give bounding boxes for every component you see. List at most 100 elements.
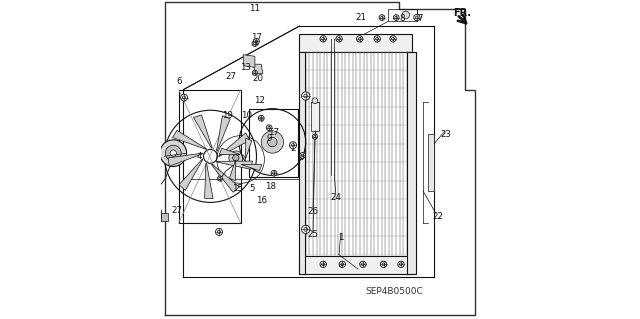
Text: 27: 27 (225, 72, 237, 81)
Circle shape (266, 125, 272, 130)
Polygon shape (179, 159, 203, 190)
Text: 27: 27 (172, 206, 182, 215)
Polygon shape (172, 130, 207, 149)
Circle shape (390, 36, 396, 42)
Circle shape (273, 172, 275, 174)
Text: SEP4B0500C: SEP4B0500C (366, 287, 424, 296)
Bar (311, 102, 319, 131)
Circle shape (341, 263, 344, 266)
Bar (300, 51, 305, 274)
Circle shape (260, 117, 262, 120)
Text: 1: 1 (338, 233, 344, 242)
Bar (428, 134, 434, 191)
Circle shape (360, 261, 366, 268)
Circle shape (170, 150, 177, 156)
Bar (407, 51, 416, 274)
Text: 17: 17 (268, 128, 280, 137)
Circle shape (253, 72, 256, 74)
Circle shape (358, 37, 361, 40)
Text: 3: 3 (298, 153, 304, 162)
Circle shape (338, 37, 340, 40)
Circle shape (415, 16, 419, 19)
Circle shape (394, 15, 399, 20)
Bar (248, 109, 298, 177)
Circle shape (252, 41, 258, 47)
Text: 13: 13 (240, 63, 251, 72)
Circle shape (312, 134, 317, 139)
Text: 8: 8 (399, 14, 404, 23)
Polygon shape (168, 153, 203, 166)
Text: 17: 17 (251, 33, 262, 42)
Circle shape (304, 227, 308, 231)
Text: 24: 24 (330, 193, 341, 202)
Circle shape (382, 263, 385, 266)
Circle shape (216, 228, 223, 235)
Circle shape (336, 36, 342, 42)
Circle shape (261, 131, 284, 153)
Circle shape (255, 40, 258, 43)
Text: 25: 25 (307, 230, 319, 239)
Text: 18: 18 (265, 182, 276, 191)
Circle shape (339, 261, 346, 268)
Text: 12: 12 (254, 96, 265, 105)
Polygon shape (241, 164, 262, 171)
Polygon shape (253, 64, 263, 74)
Circle shape (392, 37, 394, 40)
Circle shape (301, 154, 304, 157)
Circle shape (380, 261, 387, 268)
Circle shape (219, 177, 221, 180)
Circle shape (399, 263, 403, 266)
Circle shape (252, 70, 257, 75)
Circle shape (300, 152, 305, 158)
Circle shape (379, 15, 385, 20)
Circle shape (259, 115, 264, 121)
Text: 4: 4 (196, 152, 202, 161)
Bar (388, 9, 417, 21)
Circle shape (312, 98, 318, 104)
Circle shape (271, 170, 277, 176)
Circle shape (376, 37, 379, 40)
Circle shape (218, 176, 223, 181)
Circle shape (304, 94, 308, 98)
Bar (300, 34, 412, 51)
Text: 6: 6 (176, 77, 181, 86)
Circle shape (402, 11, 410, 19)
Polygon shape (211, 164, 239, 192)
Circle shape (374, 36, 380, 42)
Polygon shape (220, 148, 239, 155)
Bar (179, 90, 241, 223)
Text: 15: 15 (232, 184, 243, 193)
Polygon shape (246, 138, 252, 159)
Text: 10: 10 (241, 111, 252, 120)
Circle shape (301, 92, 310, 100)
Polygon shape (193, 115, 212, 148)
Polygon shape (229, 160, 236, 181)
Bar (156, 213, 168, 221)
Circle shape (253, 42, 256, 45)
Circle shape (301, 225, 310, 234)
Bar (300, 256, 412, 274)
Polygon shape (205, 163, 213, 199)
Text: 26: 26 (307, 207, 319, 216)
Circle shape (218, 230, 221, 234)
Circle shape (356, 36, 363, 42)
Circle shape (233, 155, 239, 161)
Polygon shape (216, 161, 253, 169)
Circle shape (398, 261, 404, 268)
Text: 20: 20 (253, 74, 264, 83)
Circle shape (289, 142, 296, 149)
Circle shape (320, 261, 326, 268)
Circle shape (320, 36, 326, 42)
Text: 2: 2 (291, 144, 296, 153)
Circle shape (268, 126, 271, 129)
Circle shape (395, 16, 397, 19)
Circle shape (314, 136, 316, 138)
Text: 19: 19 (223, 111, 234, 120)
Circle shape (413, 14, 420, 21)
Circle shape (381, 16, 383, 19)
Text: 22: 22 (432, 212, 443, 221)
Circle shape (268, 137, 277, 147)
Circle shape (160, 140, 187, 167)
Text: 11: 11 (250, 4, 260, 13)
Text: 7: 7 (417, 14, 423, 23)
